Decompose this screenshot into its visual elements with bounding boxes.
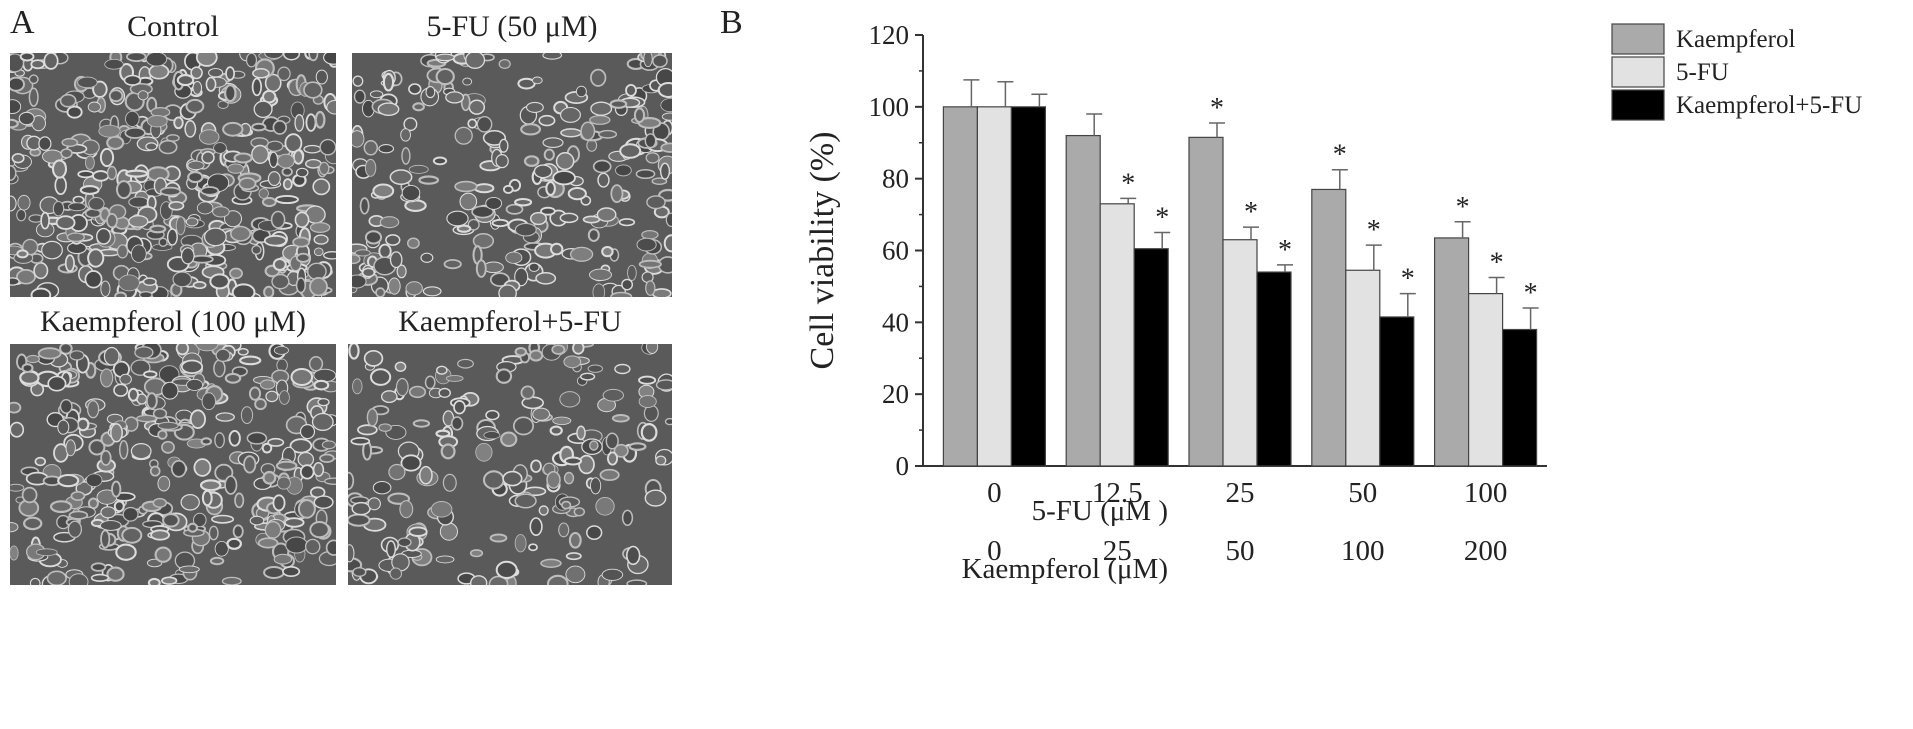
significance-marker: * [1367,215,1381,246]
micrograph-kaempferol [10,344,336,585]
bar [1256,271,1292,467]
legend-label: Kaempferol+5-FU [1676,92,1862,119]
significance-marker: * [1121,168,1135,199]
legend-label: 5-FU [1676,59,1729,86]
significance-marker: * [1333,140,1347,171]
legend-swatch [1611,56,1665,88]
significance-marker: * [1401,264,1415,295]
panel-b-label: B [720,4,743,41]
bar [1010,106,1047,467]
bar [942,106,979,467]
x-tick-label: 25 [1103,535,1132,567]
y-tick-label: 100 [869,92,910,122]
x-row-label: 5-FU (μM ) [1032,495,1168,527]
x-row-label: Kaempferol (μM) [962,553,1168,585]
bar [1501,328,1538,467]
micrograph-title-kaempferol: Kaempferol (100 μM) [39,305,306,338]
x-tick-label: 100 [1341,535,1385,567]
x-tick-label: 50 [1226,535,1255,567]
micrograph-control [10,53,336,297]
bar [1311,188,1347,467]
x-tick-label: 200 [1464,535,1508,567]
bar [1188,136,1224,467]
panel-a-label: A [10,4,35,41]
y-axis-label: Cell viability (%) [804,132,841,370]
micrograph-5fu [352,53,672,297]
significance-marker: * [1244,197,1258,228]
legend-label: Kaempferol [1676,26,1795,53]
y-tick-label: 40 [882,307,909,337]
bar [1345,269,1381,467]
significance-marker: * [1456,192,1470,223]
significance-marker: * [1278,235,1292,266]
micrograph-combination [348,344,672,585]
y-tick-label: 20 [882,379,909,409]
x-tick-label: 100 [1464,477,1508,509]
bar [1222,239,1258,467]
x-tick-label: 12.5 [1092,477,1143,509]
bar [1099,203,1135,467]
bar [1065,134,1101,467]
significance-marker: * [1524,278,1538,309]
micrograph-title-5fu: 5-FU (50 μM) [426,10,598,43]
significance-marker: * [1155,203,1169,234]
y-tick-label: 0 [896,451,910,481]
bar [1433,237,1470,467]
y-tick-label: 60 [882,236,909,266]
significance-marker: * [1210,93,1224,124]
x-tick-label: 0 [987,535,1002,567]
bar [1467,293,1504,467]
x-tick-label: 50 [1348,477,1377,509]
y-tick-label: 80 [882,164,909,194]
x-tick-label: 25 [1226,477,1255,509]
bar [1133,248,1169,467]
micrograph-title-control: Control [127,10,219,43]
bar [976,106,1013,467]
significance-marker: * [1490,247,1504,278]
x-tick-label: 0 [987,477,1002,509]
micrograph-title-combination: Kaempferol+5-FU [398,305,622,338]
bar [1379,316,1415,467]
legend-swatch [1611,89,1665,121]
legend-swatch [1611,23,1665,55]
y-tick-label: 120 [869,20,910,50]
